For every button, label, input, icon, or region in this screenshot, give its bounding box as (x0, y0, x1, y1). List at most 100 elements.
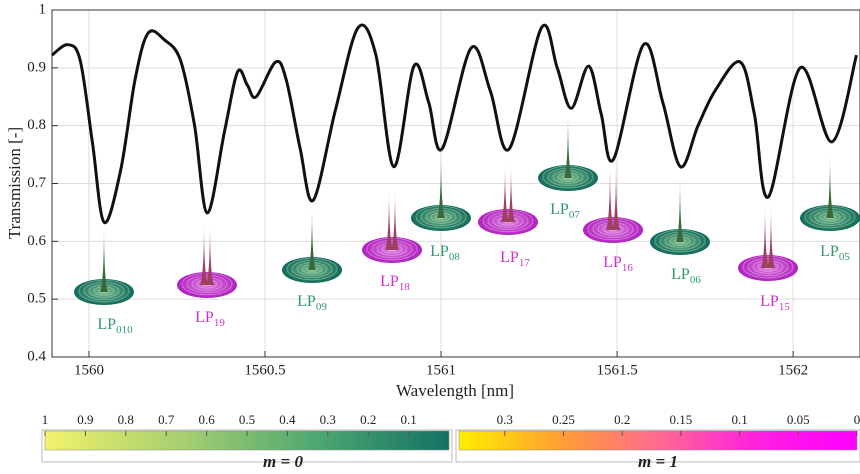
mode-ring (497, 216, 519, 226)
colorbar-tick-label: 0.15 (670, 412, 693, 427)
mode-label: LP17 (500, 249, 530, 269)
colorbar-tick-label: 0 (854, 412, 860, 427)
mode-label-main: LP (760, 293, 779, 310)
mode-label-main: LP (430, 243, 449, 260)
line-series (51, 23, 858, 224)
mode-ring (186, 274, 228, 293)
mode-label-main: LP (820, 243, 839, 260)
mode-label: LP19 (195, 309, 225, 329)
mode-spike (767, 203, 775, 268)
mode-ring (482, 209, 534, 233)
colorbar-tick-label: 0.1 (400, 412, 416, 427)
y-tick-label: 0.7 (27, 175, 46, 191)
colorbar-frame (455, 429, 860, 463)
mode-spike (761, 203, 769, 268)
mode-spike (206, 223, 214, 285)
colorbar-tick-label: 0.6 (198, 412, 215, 427)
mode-label: LP08 (430, 243, 460, 263)
mode-label: LP06 (671, 266, 701, 286)
colorbar-tick-label: 0.5 (239, 412, 255, 427)
mode-label: LP010 (97, 316, 133, 336)
colorbar-tick-label: 0.7 (158, 412, 175, 427)
mode-profile (282, 205, 342, 283)
colorbar-tick-label: 0.3 (497, 412, 513, 427)
mode-ring (381, 244, 403, 254)
colorbar-tick-label: 1 (42, 412, 49, 427)
mode-label-main: LP (550, 201, 569, 218)
colorbar-tick-label: 0.2 (614, 412, 630, 427)
mode-label: LP18 (380, 273, 410, 293)
y-tick-label: 0.6 (27, 233, 46, 249)
x-tick-label: 1560 (74, 362, 104, 378)
mode-spike (676, 177, 684, 242)
mode-spike (200, 223, 208, 285)
mode-label-sub: 16 (622, 262, 634, 274)
y-tick-label: 0.8 (27, 117, 46, 133)
mode-label-main: LP (195, 309, 214, 326)
mode-profile (650, 177, 710, 255)
mode-profile (738, 203, 798, 281)
mode-label-main: LP (380, 273, 399, 290)
colorbar-tick-label: 0.8 (118, 412, 134, 427)
mode-profile (538, 113, 598, 191)
mode-ring (376, 242, 408, 256)
mode-label: LP15 (760, 293, 790, 313)
y-tick-label: 0.9 (27, 59, 46, 75)
mode-label: LP16 (603, 254, 633, 274)
mode-ring (371, 239, 413, 258)
colorbar (458, 430, 858, 451)
y-tick-label: 0.4 (27, 348, 46, 364)
mode-spike (385, 188, 393, 250)
mode-ring (747, 257, 789, 276)
mode-label: LP05 (820, 243, 850, 263)
mode-spike (437, 150, 445, 218)
mode-label-sub: 19 (214, 317, 226, 329)
mode-spike (501, 162, 509, 222)
mode-ring (366, 237, 418, 261)
colorbar-tick-label: 0.05 (787, 412, 810, 427)
mode-ring (597, 222, 629, 236)
mode-profile (478, 162, 538, 235)
mode-label-sub: 17 (519, 257, 531, 269)
mode-profile (800, 153, 860, 231)
mode-label: LP09 (297, 293, 327, 313)
mode-profile (583, 162, 643, 243)
mode-label-sub: 07 (569, 209, 581, 221)
mode-profile (411, 150, 471, 231)
mode-profile (74, 224, 134, 305)
mode-ring (487, 211, 529, 230)
mode-label-main: LP (297, 293, 316, 310)
colorbar-frame (41, 429, 453, 463)
x-tick-label: 1560.5 (244, 362, 285, 378)
colorbar-label: m = 0 (263, 452, 303, 471)
y-tick-label: 0.5 (27, 291, 46, 307)
mode-label-sub: 18 (399, 281, 411, 293)
mode-label-main: LP (671, 266, 690, 283)
mode-label-sub: 010 (116, 324, 133, 336)
mode-spike (308, 205, 316, 270)
mode-ring (181, 272, 233, 296)
x-tick-label: 1562 (778, 362, 808, 378)
x-tick-label: 1561 (426, 362, 456, 378)
mode-spike (391, 188, 399, 250)
mode-spike (564, 113, 572, 178)
y-tick-label: 1 (39, 1, 47, 17)
mode-label-main: LP (500, 249, 519, 266)
mode-label-sub: 06 (690, 274, 702, 286)
mode-profile (177, 223, 237, 298)
mode-label-sub: 08 (449, 251, 461, 263)
mode-ring (191, 277, 223, 291)
colorbar-tick-label: 0.25 (552, 412, 575, 427)
mode-label-sub: 15 (779, 301, 791, 313)
colorbar-tick-label: 0.3 (320, 412, 336, 427)
mode-profile (362, 188, 422, 263)
mode-ring (742, 255, 794, 279)
colorbar-label: m = 1 (638, 452, 678, 471)
colorbar-tick-label: 0.2 (360, 412, 376, 427)
mode-ring (592, 219, 634, 238)
colorbar-tick-label: 0.9 (77, 412, 93, 427)
mode-label-main: LP (603, 254, 622, 271)
mode-ring (196, 279, 218, 289)
x-tick-label: 1561.5 (596, 362, 637, 378)
